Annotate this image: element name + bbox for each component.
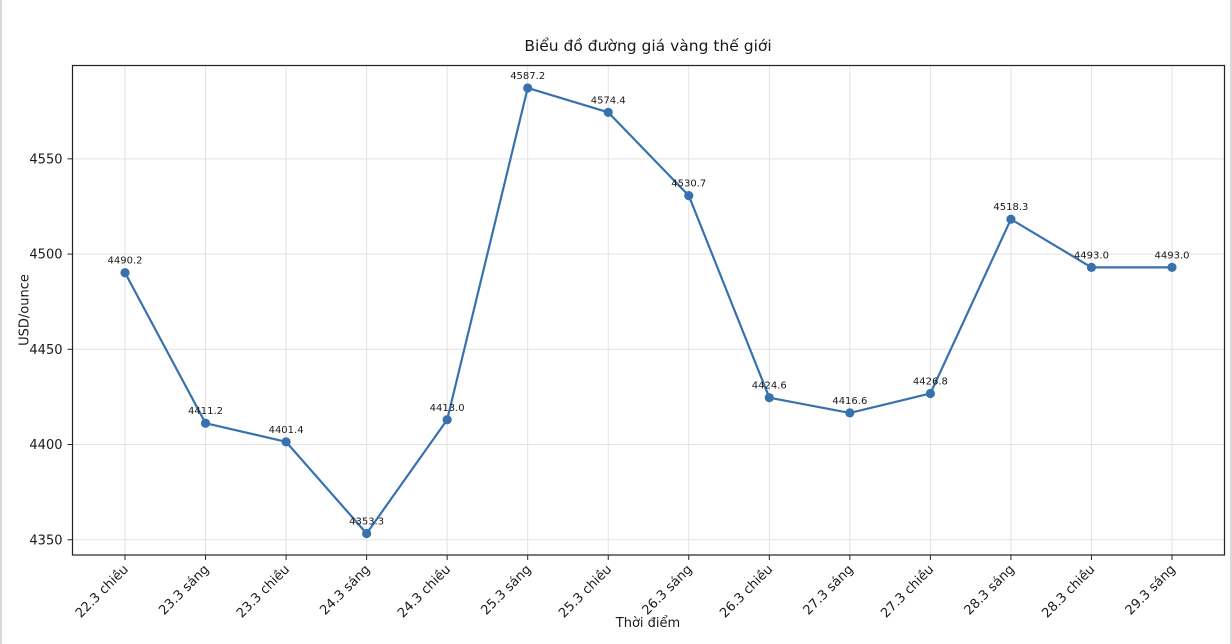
x-tick-label: 27.3 chiều: [878, 562, 937, 621]
y-tick-label: 4550: [29, 152, 62, 167]
data-point-label: 4413.0: [430, 403, 465, 414]
data-point-marker: [1086, 262, 1097, 272]
x-tick-label: 26.3 chiều: [717, 562, 776, 621]
x-tick-label: 24.3 chiều: [395, 562, 454, 621]
data-point-marker: [603, 107, 613, 117]
x-tick-label: 28.3 chiều: [1039, 562, 1098, 621]
y-tick-label: 4350: [29, 533, 62, 548]
data-point-label: 4530.7: [671, 179, 706, 190]
y-tick-label: 4450: [29, 343, 62, 358]
x-tick-label: 26.3 sáng: [640, 562, 696, 618]
data-point-marker: [1006, 214, 1016, 224]
x-tick-label: 23.3 chiều: [234, 562, 293, 621]
data-point-label: 4574.4: [591, 95, 626, 106]
x-tick-label: 29.3 sáng: [1123, 562, 1179, 618]
plot-frame: [71, 64, 1226, 556]
x-tick-label: 25.3 chiều: [556, 562, 615, 621]
chart-title: Biểu đồ đường giá vàng thế giới: [524, 37, 772, 55]
data-point-label: 4490.2: [108, 256, 143, 267]
x-tick-label: 22.3 chiều: [73, 562, 132, 621]
y-tick-label: 4400: [29, 438, 62, 453]
data-point-marker: [684, 190, 694, 201]
x-tick-label: 25.3 sáng: [478, 562, 534, 618]
x-axis-label: Thời điểm: [615, 616, 681, 631]
data-point-label: 4416.6: [832, 396, 867, 407]
data-point-label: 4426.8: [913, 376, 948, 387]
data-point-label: 4518.3: [993, 202, 1028, 213]
data-point-marker: [362, 528, 372, 539]
data-point-label: 4493.0: [1074, 250, 1109, 261]
data-point-marker: [120, 268, 130, 278]
data-point-label: 4587.2: [510, 71, 545, 82]
price-line: [123, 86, 1174, 535]
data-point-marker: [200, 418, 211, 428]
data-point-marker: [523, 83, 533, 93]
data-point-label: 4353.3: [349, 516, 384, 527]
data-point-label: 4424.6: [752, 381, 787, 392]
data-point-label: 4401.4: [269, 425, 304, 436]
data-point-marker: [925, 388, 935, 399]
data-point-marker: [1167, 262, 1177, 272]
x-tick-label: 27.3 sáng: [801, 562, 857, 618]
data-point-marker: [442, 415, 452, 425]
x-tick-label: 24.3 sáng: [317, 562, 373, 618]
data-point-label: 4411.2: [188, 406, 223, 417]
y-tick-label: 4500: [29, 248, 62, 263]
data-point-marker: [845, 408, 855, 418]
data-point-label: 4493.0: [1154, 250, 1189, 261]
x-tick-label: 28.3 sáng: [962, 562, 1018, 618]
data-point-marker: [764, 393, 774, 403]
data-point-marker: [281, 437, 291, 447]
x-tick-label: 23.3 sáng: [156, 562, 212, 618]
